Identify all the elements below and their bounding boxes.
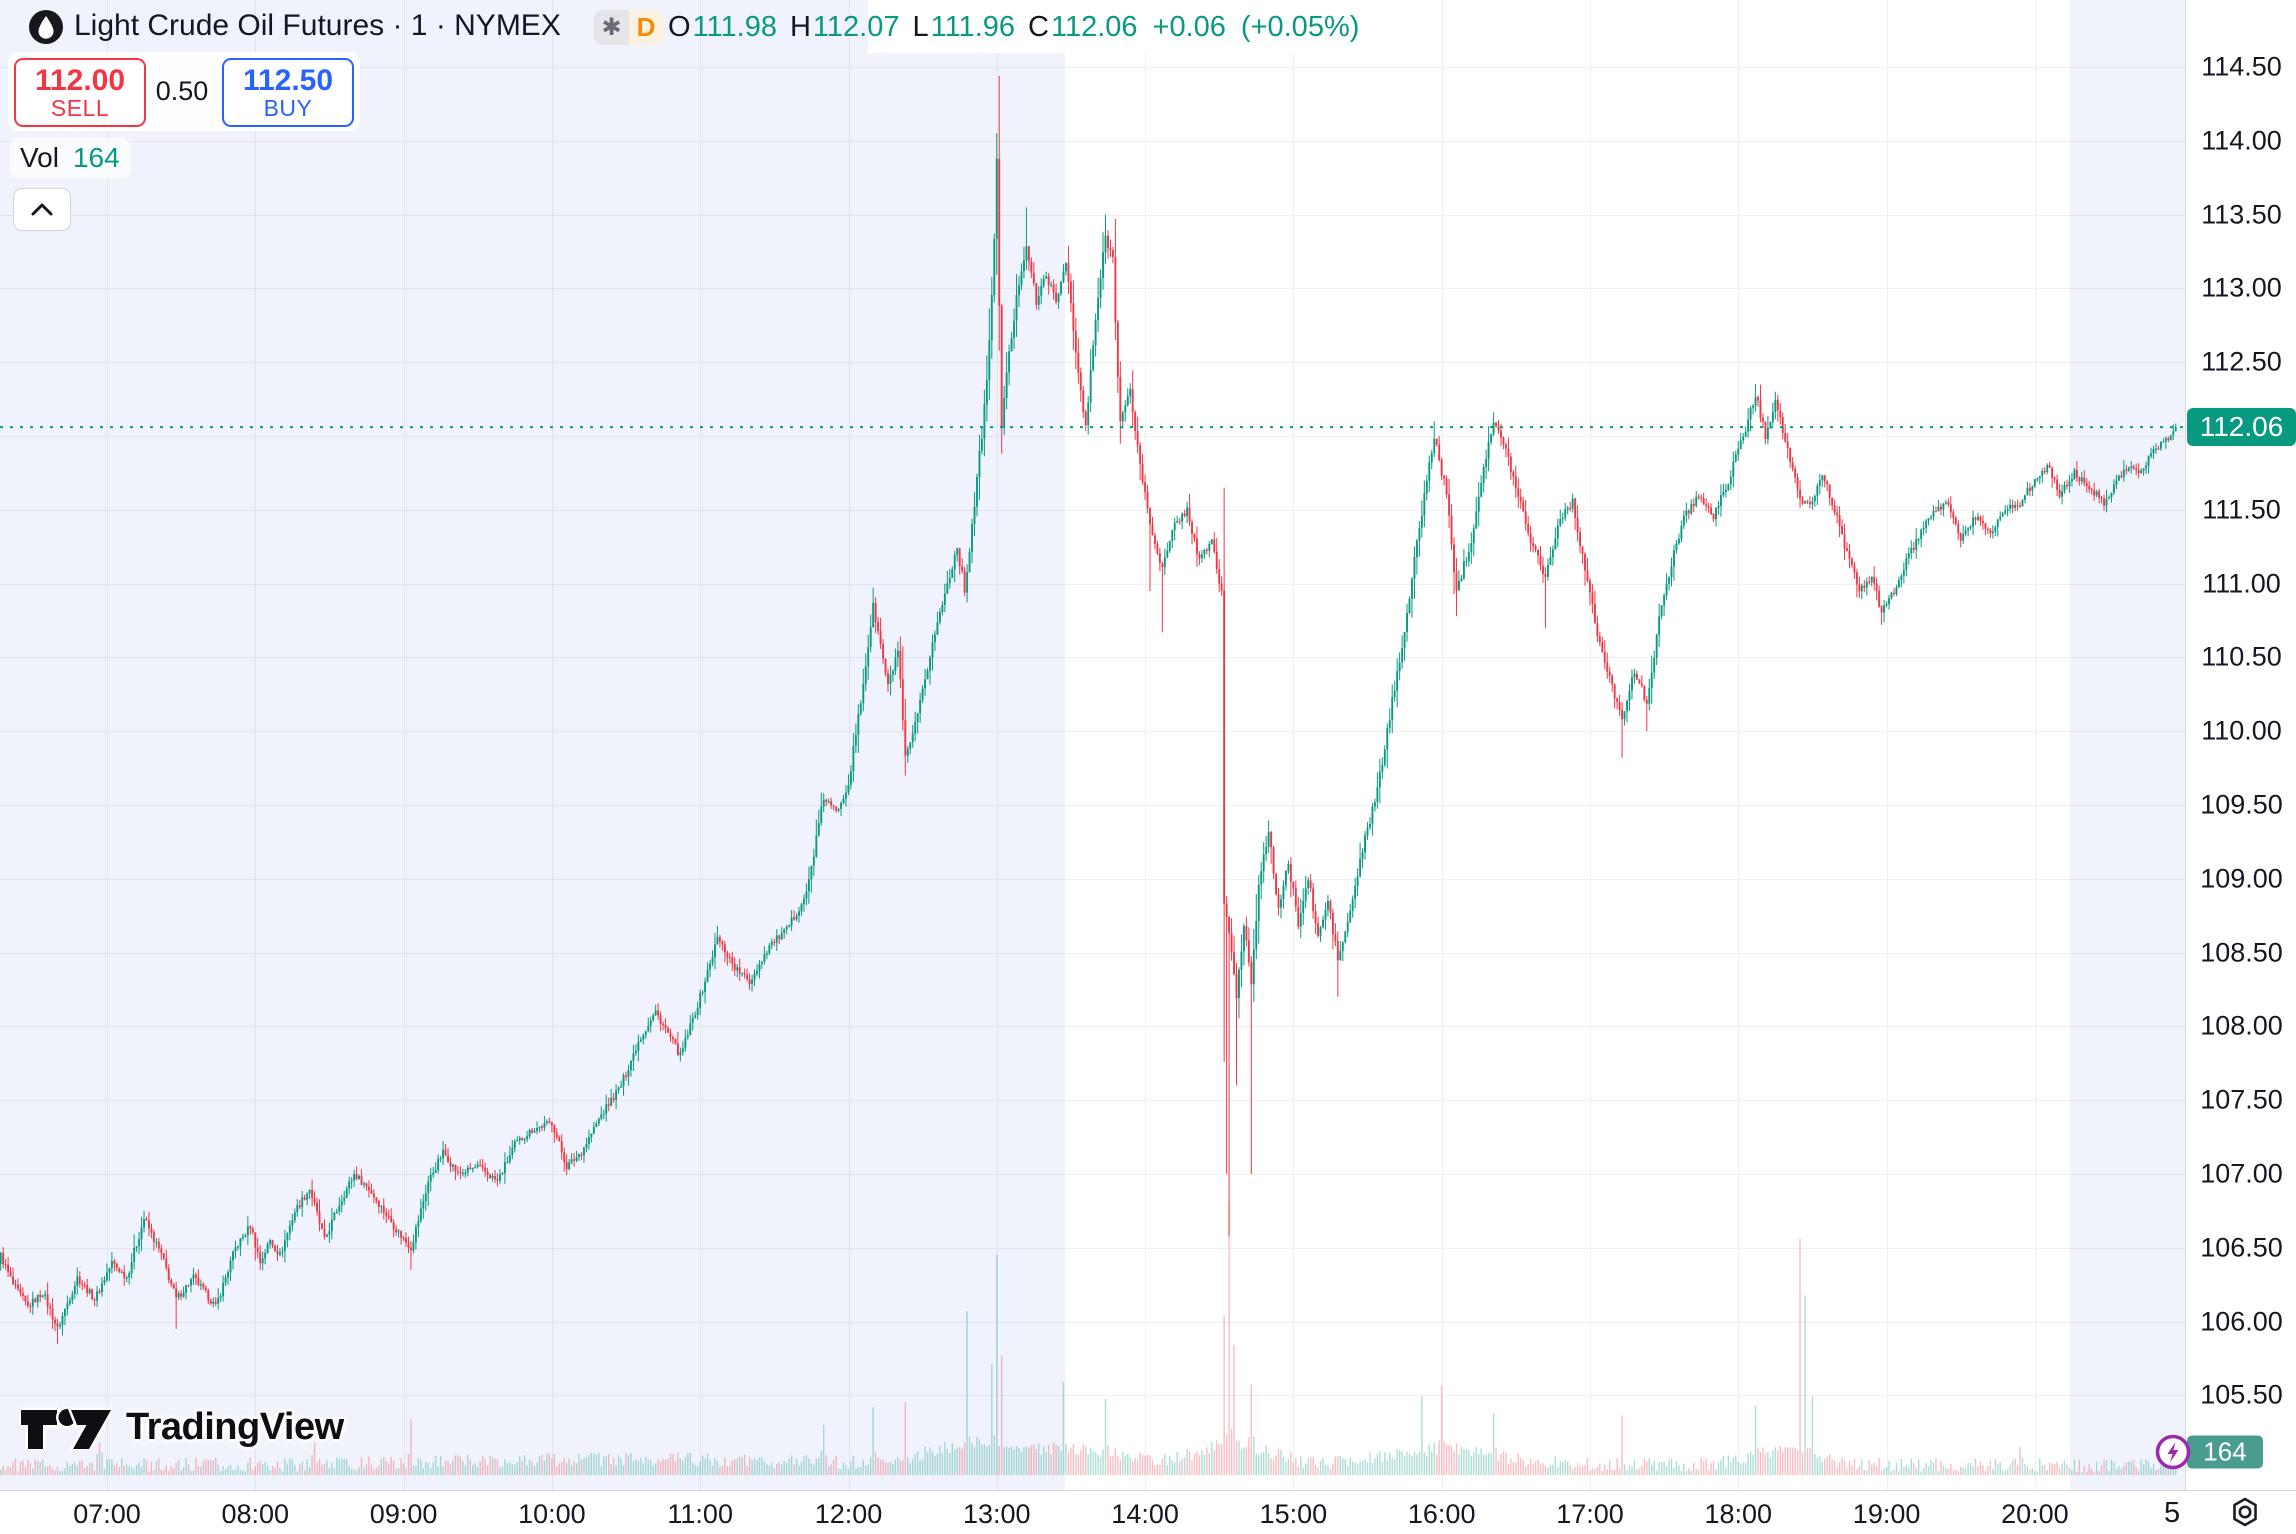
open-value: 111.98 <box>692 11 777 43</box>
buy-price: 112.50 <box>242 63 334 97</box>
legend-backdrop <box>868 0 1408 53</box>
price-tick: 114.00 <box>2201 125 2282 156</box>
time-tick: 09:00 <box>369 1499 438 1529</box>
open-label: O <box>668 11 691 43</box>
price-tick: 105.50 <box>2200 1379 2283 1410</box>
tradingview-mark-icon <box>20 1406 112 1450</box>
time-axis[interactable]: 5 07:00 08:00 09:00 10:00 11:00 12:00 13:00 14:… <box>0 1490 2296 1534</box>
price-tick: 107.00 <box>2200 1158 2283 1189</box>
collapse-legend-button[interactable] <box>13 188 71 231</box>
high-label: H <box>789 11 811 43</box>
time-tick: 13:00 <box>963 1499 1031 1529</box>
time-tick: 11:00 <box>667 1499 733 1529</box>
price-tick: 114.50 <box>2201 51 2282 82</box>
price-tick: 113.00 <box>2201 272 2282 303</box>
high-value: 112.07 <box>812 11 900 43</box>
price-axis[interactable]: 114.50 114.00 113.50 113.00 112.50 111.50 111.… <box>2185 0 2296 1490</box>
price-tick: 106.50 <box>2200 1232 2283 1263</box>
volume-study-legend: Vol 164 <box>10 138 130 178</box>
time-tick: 12:00 <box>814 1499 883 1529</box>
time-tick: 19:00 <box>1852 1499 1921 1529</box>
sell-label: SELL <box>50 95 110 122</box>
chevron-up-icon <box>31 203 53 216</box>
buy-label: BUY <box>263 95 313 122</box>
sell-button[interactable]: 112.00 SELL <box>14 58 146 127</box>
price-tick: 106.00 <box>2200 1306 2283 1337</box>
symbol-title[interactable]: Light Crude Oil Futures · 1 · NYMEX <box>74 9 561 42</box>
close-value: 112.06 <box>1050 11 1138 43</box>
time-tick: 17:00 <box>1556 1499 1624 1529</box>
spread-value: 0.50 <box>155 76 209 106</box>
asterisk-icon: ✱ <box>594 10 629 45</box>
time-tick: 18:00 <box>1704 1499 1773 1529</box>
time-tick: 20:00 <box>2001 1499 2069 1529</box>
price-tick: 108.50 <box>2200 937 2283 968</box>
time-tick: 08:00 <box>221 1499 290 1529</box>
timeframe-badge: D <box>629 10 663 45</box>
last-price-label: 112.06 <box>2187 408 2296 447</box>
time-tick: 14:00 <box>1111 1499 1179 1529</box>
change-percent: (+0.05%) <box>1240 11 1360 43</box>
price-tick: 108.00 <box>2200 1010 2283 1041</box>
time-tick: 10:00 <box>518 1499 586 1529</box>
quick-trade-lightning-button[interactable] <box>2154 1433 2192 1471</box>
low-value: 111.96 <box>930 11 1016 43</box>
time-tick: 15:00 <box>1259 1499 1328 1529</box>
tradingview-logo[interactable]: TradingView <box>20 1404 344 1450</box>
time-tick: 07:00 <box>73 1499 141 1529</box>
price-tick: 111.00 <box>2202 568 2281 599</box>
trade-panel: 112.00 SELL 0.50 112.50 BUY <box>8 52 360 131</box>
change-value: +0.06 <box>1152 11 1226 43</box>
volume-label: Vol <box>20 142 59 173</box>
volume-axis-label: 164 <box>2187 1435 2263 1469</box>
buy-button[interactable]: 112.50 BUY <box>222 58 354 127</box>
price-tick: 112.50 <box>2201 346 2282 377</box>
price-tick: 109.00 <box>2200 863 2283 894</box>
price-tick: 110.50 <box>2201 641 2282 672</box>
tradingview-wordmark: TradingView <box>126 1405 344 1448</box>
date-tick: 5 <box>2164 1497 2181 1529</box>
time-tick: 16:00 <box>1407 1499 1476 1529</box>
lightning-icon <box>2167 1442 2179 1463</box>
sell-price: 112.00 <box>34 63 126 97</box>
price-tick: 107.50 <box>2200 1084 2283 1115</box>
price-tick: 110.00 <box>2201 715 2282 746</box>
gear-icon[interactable] <box>2228 1495 2262 1529</box>
chart-canvas[interactable] <box>0 0 2185 1490</box>
low-label: L <box>912 11 929 43</box>
close-label: C <box>1028 11 1049 43</box>
ohlc-legend: O 111.98 H 112.07 L 111.96 C 112.06 +0.06 (+… <box>668 11 1359 44</box>
symbol-logo-oil-drop-icon <box>29 10 63 44</box>
price-tick: 113.50 <box>2201 199 2282 230</box>
price-tick: 109.50 <box>2200 789 2283 820</box>
interval-badge: ✱ D <box>594 10 663 45</box>
volume-value: 164 <box>72 142 120 173</box>
price-tick: 111.50 <box>2202 494 2281 525</box>
